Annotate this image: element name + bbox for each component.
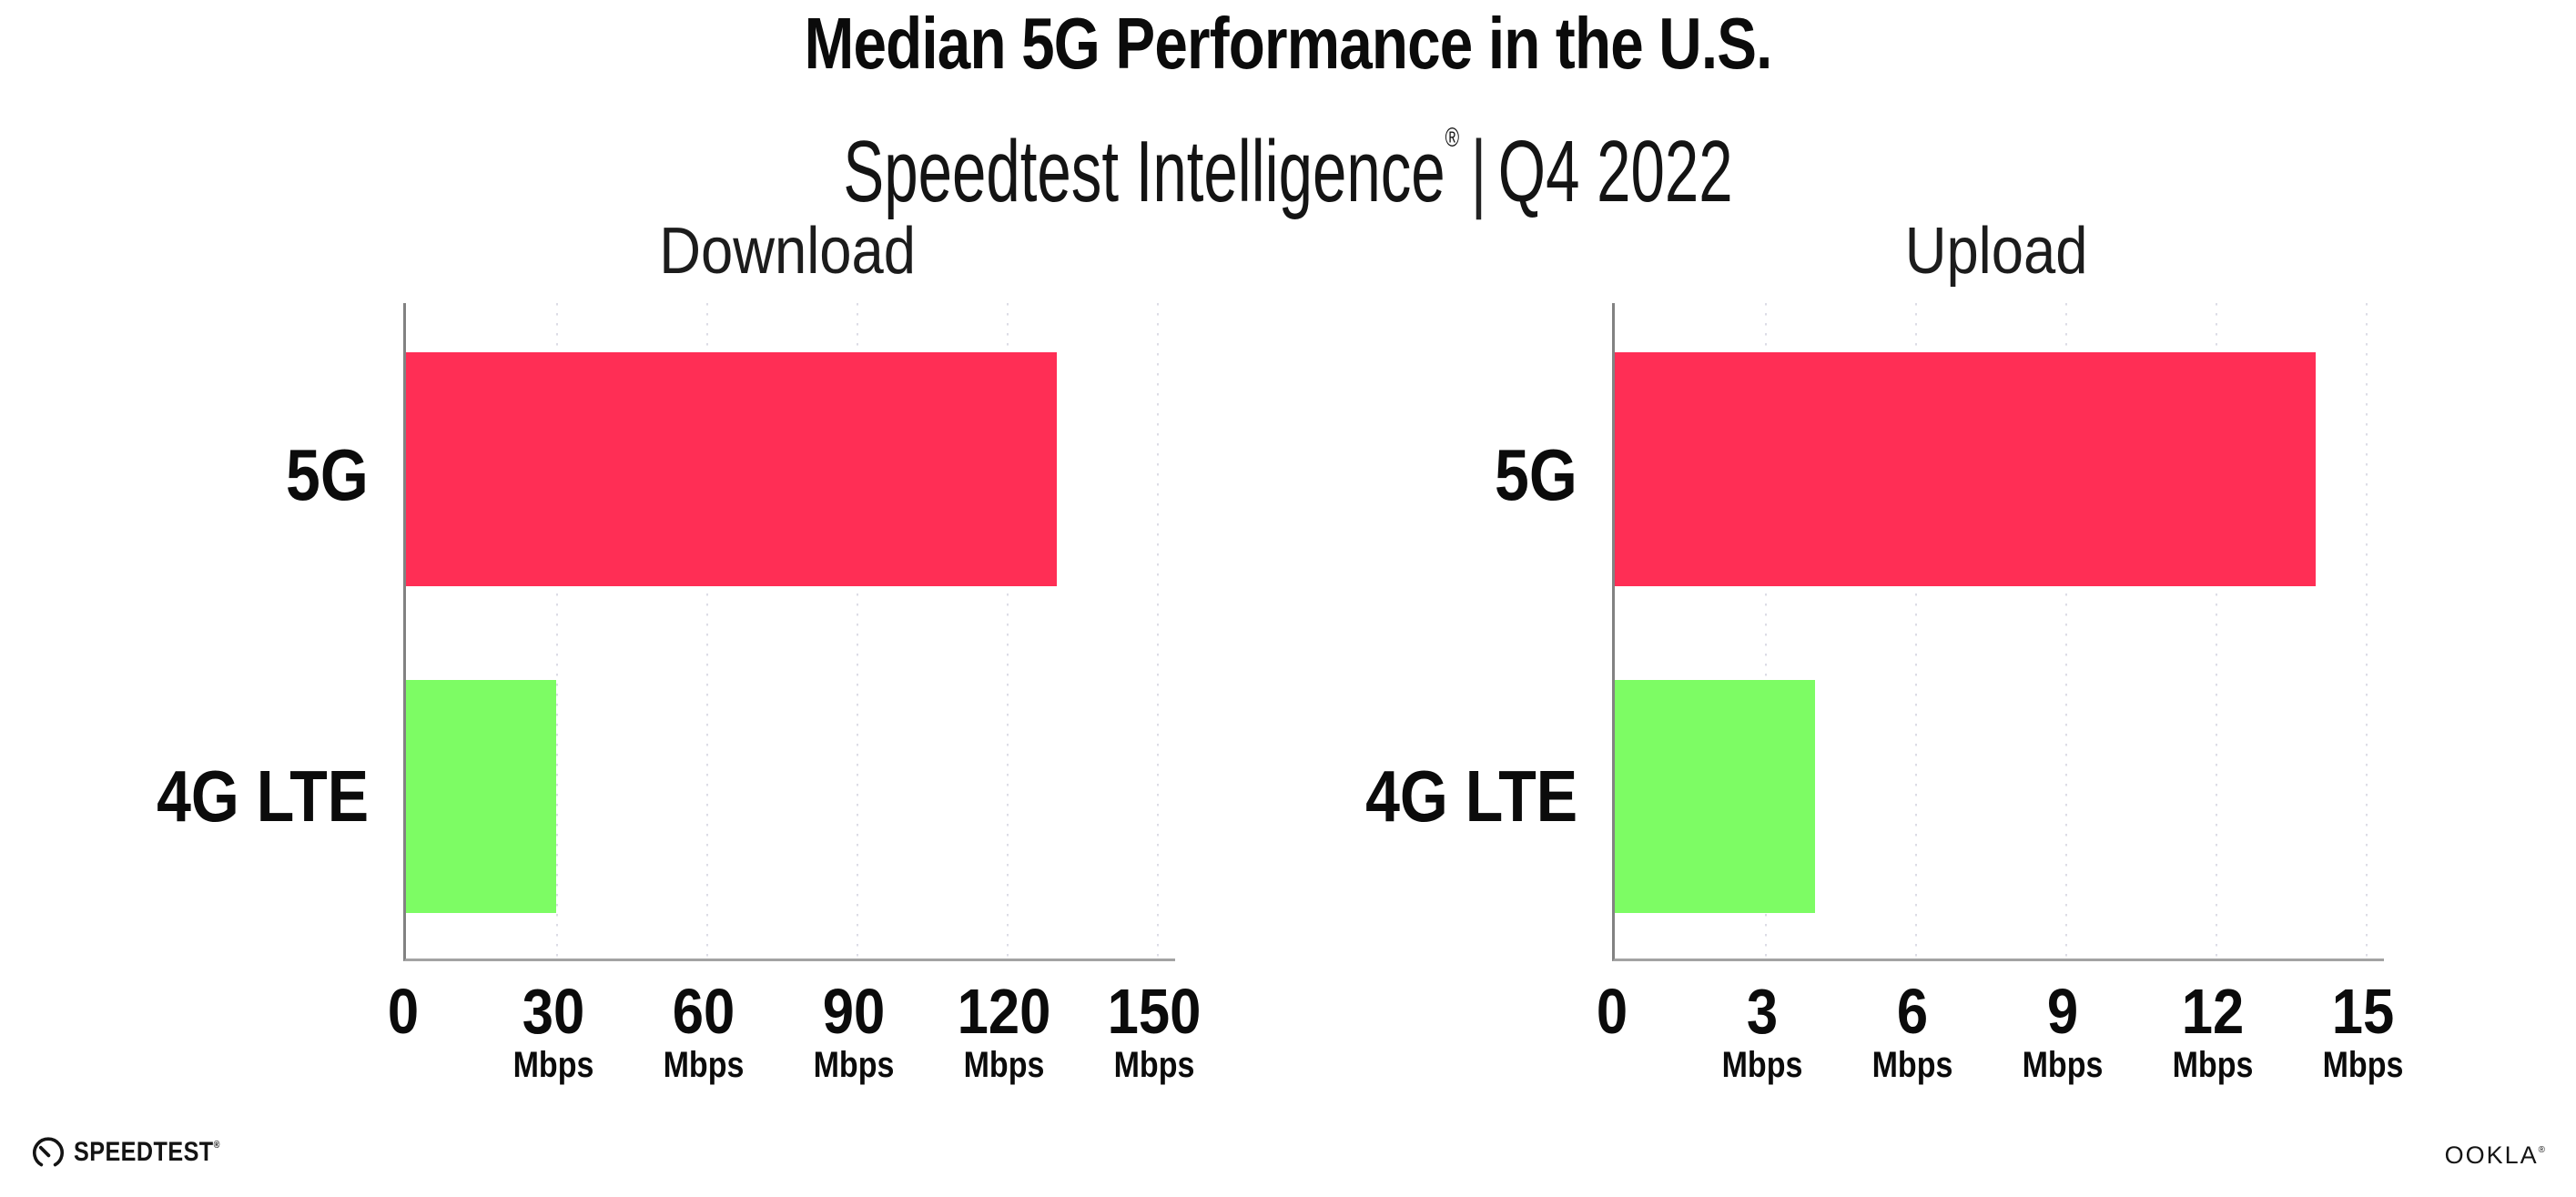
x-tick-unit: Mbps (512, 1045, 594, 1085)
speedtest-logo: SPEEDTEST® (32, 1136, 248, 1169)
x-tick-value: 15 (2331, 976, 2395, 1047)
x-tick-value: 150 (1107, 976, 1202, 1047)
x-tick: 60 Mbps (656, 979, 751, 1083)
gridline (706, 303, 708, 959)
x-tick-unit: Mbps (1113, 1045, 1195, 1085)
gridline (1915, 303, 1917, 959)
x-tick-value: 120 (957, 976, 1051, 1047)
x-tick-unit: Mbps (813, 1045, 895, 1085)
x-tick-unit: Mbps (2022, 1045, 2104, 1085)
y-axis-label-5g: 5G (286, 434, 369, 515)
x-tick-value: 12 (2181, 976, 2245, 1047)
gridline (1765, 303, 1767, 959)
gridline (1157, 303, 1159, 959)
x-tick-unit: Mbps (1871, 1045, 1953, 1085)
ookla-wordmark: OOKLA (2444, 1141, 2539, 1169)
upload-chart-panel: Upload 5G 4G LTE 0 3 Mbps 6 Mbps 9 Mbps 12 Mbps 1… (1300, 215, 2404, 1129)
bar-5g-upload (1615, 352, 2316, 586)
speedtest-wordmark: SPEEDTEST® (74, 1137, 220, 1167)
plot-area (403, 303, 1175, 961)
y-axis-label-4g-lte: 4G LTE (157, 756, 369, 837)
registered-mark: ® (213, 1140, 220, 1151)
download-chart-title: Download (659, 215, 917, 288)
speedtest-gauge-icon (32, 1136, 65, 1169)
y-axis-label-5g: 5G (1495, 434, 1577, 515)
x-tick-value: 90 (822, 976, 886, 1047)
x-tick-unit: Mbps (663, 1045, 745, 1085)
x-tick-value: 9 (2046, 976, 2079, 1047)
x-tick-value: 60 (672, 976, 735, 1047)
x-tick-value: 0 (387, 976, 420, 1047)
page-title: Median 5G Performance in the U.S. (0, 7, 2576, 80)
x-tick-value: 0 (1596, 976, 1628, 1047)
x-tick-value: 6 (1896, 976, 1929, 1047)
x-tick: 90 Mbps (806, 979, 901, 1083)
x-tick-unit: Mbps (1721, 1045, 1803, 1085)
x-axis-ticks: 0 3 Mbps 6 Mbps 9 Mbps 12 Mbps 15 Mbps (1597, 979, 2404, 1098)
x-tick-unit: Mbps (2172, 1045, 2254, 1085)
x-tick: 120 Mbps (951, 979, 1058, 1083)
gridline (857, 303, 858, 959)
x-tick: 30 Mbps (506, 979, 601, 1083)
upload-chart-title: Upload (1905, 215, 2088, 288)
registered-mark: ® (1445, 123, 1460, 153)
subtitle-separator: | (1470, 123, 1487, 220)
download-chart-panel: Download 5G 4G LTE 0 30 Mbps 60 Mbps 90 Mbps 12… (91, 215, 1202, 1129)
x-axis-ticks: 0 30 Mbps 60 Mbps 90 Mbps 120 Mbps 150 Mbps (388, 979, 1202, 1098)
x-tick-unit: Mbps (2322, 1045, 2404, 1085)
page-subtitle: Speedtest Intelligence® | Q4 2022 (0, 95, 2576, 216)
x-tick: 12 Mbps (2165, 979, 2260, 1083)
x-tick: 0 (386, 979, 421, 1043)
x-tick: 150 Mbps (1101, 979, 1208, 1083)
gridline (2366, 303, 2368, 959)
page-subtitle-text: Speedtest Intelligence® | Q4 2022 (843, 95, 1732, 216)
gridline (1007, 303, 1009, 959)
x-tick: 9 Mbps (2015, 979, 2110, 1083)
bar-4g-lte-download (406, 680, 556, 913)
plot-area (1612, 303, 2384, 961)
y-axis-label-4g-lte: 4G LTE (1365, 756, 1577, 837)
gridline (2216, 303, 2217, 959)
x-tick: 3 Mbps (1715, 979, 1810, 1083)
x-tick-value: 30 (522, 976, 585, 1047)
x-tick: 15 Mbps (2316, 979, 2410, 1083)
x-tick-unit: Mbps (963, 1045, 1045, 1085)
page-title-text: Median 5G Performance in the U.S. (804, 3, 1773, 84)
gridline (556, 303, 558, 959)
gridline (2065, 303, 2067, 959)
subtitle-period: Q4 2022 (1497, 123, 1733, 220)
x-tick-value: 3 (1746, 976, 1779, 1047)
x-tick: 0 (1595, 979, 1630, 1043)
ookla-logo: OOKLA® (2445, 1141, 2545, 1170)
registered-mark: ® (2538, 1145, 2545, 1155)
x-tick: 6 Mbps (1865, 979, 1960, 1083)
bar-4g-lte-upload (1615, 680, 1815, 913)
subtitle-brand: Speedtest Intelligence (843, 123, 1445, 220)
bar-5g-download (406, 352, 1057, 586)
